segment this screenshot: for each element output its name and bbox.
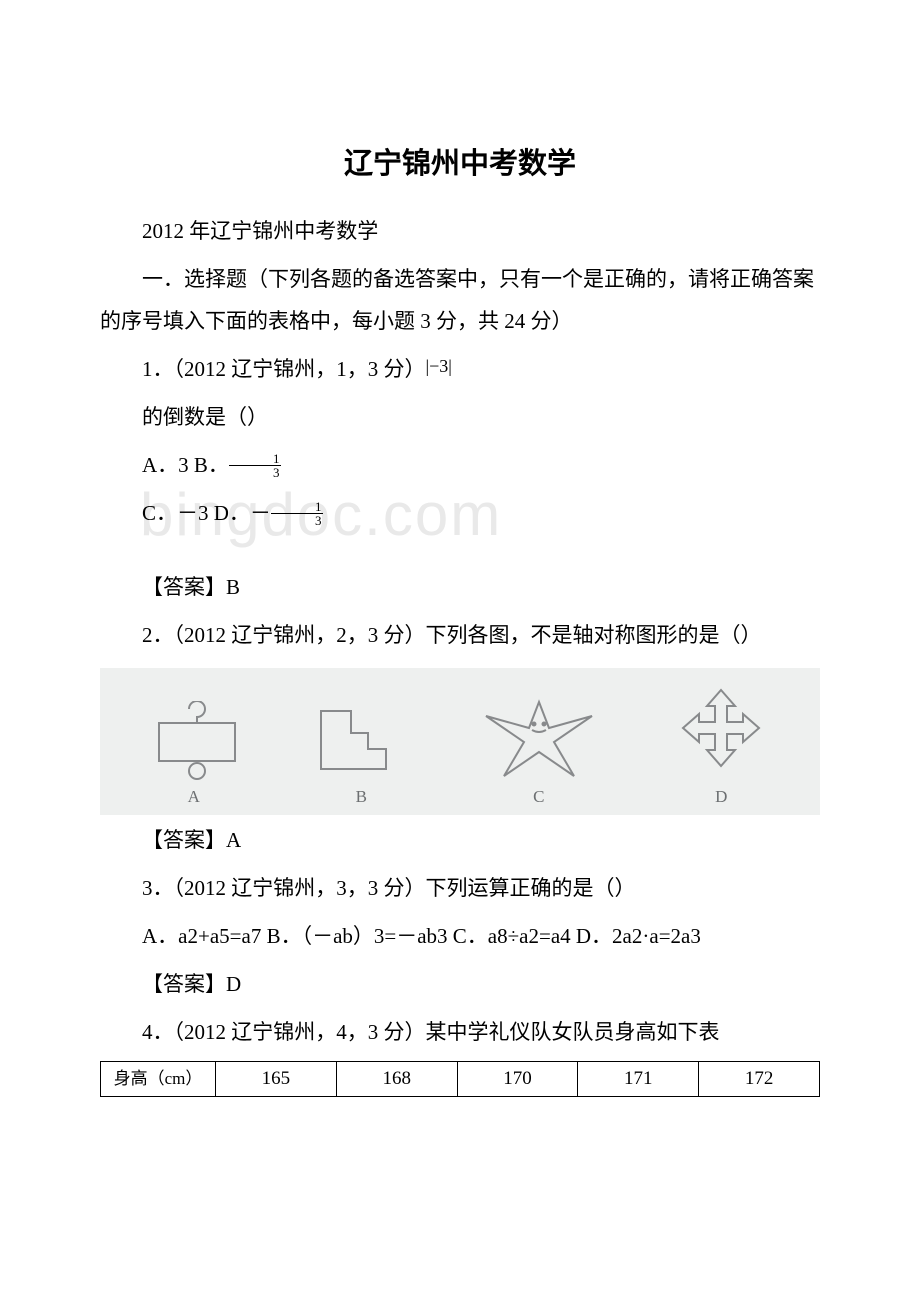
table-cell: 168 [336, 1062, 457, 1097]
spacer [100, 540, 820, 560]
q4-stem: 4．（2012 辽宁锦州，4，3 分）某中学礼仪队女队员身高如下表 [100, 1011, 820, 1053]
q3-stem: 3．（2012 辽宁锦州，3，3 分）下列运算正确的是（） [100, 867, 820, 909]
table-row: 身高（cm） 165 168 170 171 172 [101, 1062, 820, 1097]
figure-a-label: A [139, 787, 249, 807]
figure-d-label: D [661, 787, 781, 807]
figure-c-label: C [474, 787, 604, 807]
table-cell: 171 [578, 1062, 699, 1097]
intro-line: 2012 年辽宁锦州中考数学 [100, 210, 820, 252]
q1-stem-a: 1．（2012 辽宁锦州，1，3 分） [142, 357, 426, 381]
section-header: 一．选择题（下列各题的备选答案中，只有一个是正确的，请将正确答案的序号填入下面的… [100, 258, 820, 342]
q1-answer: 【答案】B [100, 566, 820, 608]
table-cell: 172 [699, 1062, 820, 1097]
fraction-neg-1-3: 13 [271, 500, 324, 527]
figure-a: A [139, 701, 249, 807]
q1-opt-c-prefix: C．－3 D．－ [142, 501, 271, 525]
q1-opt-a-prefix: A．3 B． [142, 453, 229, 477]
q2-answer: 【答案】A [100, 819, 820, 861]
shape-steps-icon [306, 701, 416, 781]
fraction-1-3: 13 [229, 452, 282, 479]
q1-stem-b: 的倒数是（） [100, 396, 820, 438]
document-page: bingdoc.com 辽宁锦州中考数学 2012 年辽宁锦州中考数学 一．选择… [0, 0, 920, 1157]
q2-figure-row: A B C [100, 668, 820, 815]
figure-b-label: B [306, 787, 416, 807]
shape-star-icon [474, 696, 604, 781]
q1-options-cd: C．－3 D．－13 [100, 492, 820, 534]
figure-d: D [661, 686, 781, 807]
table-cell: 170 [457, 1062, 578, 1097]
q3-answer: 【答案】D [100, 963, 820, 1005]
q1-options-ab: A．3 B．13 [100, 444, 820, 486]
figure-b: B [306, 701, 416, 807]
table-header-cell: 身高（cm） [101, 1062, 216, 1097]
abs-expression: |−3| [426, 356, 452, 376]
q3-options: A．a2+a5=a7 B．（－ab）3=－ab3 C．a8÷a2=a4 D．2a… [100, 915, 820, 957]
figure-c: C [474, 696, 604, 807]
table-cell: 165 [216, 1062, 337, 1097]
shape-hanger-icon [139, 701, 249, 781]
document-title: 辽宁锦州中考数学 [100, 140, 820, 182]
q2-stem: 2．（2012 辽宁锦州，2，3 分）下列各图，不是轴对称图形的是（） [100, 614, 820, 656]
q1-stem: 1．（2012 辽宁锦州，1，3 分）|−3| [100, 348, 820, 390]
q4-table: 身高（cm） 165 168 170 171 172 [100, 1061, 820, 1097]
shape-cross-arrows-icon [661, 686, 781, 781]
